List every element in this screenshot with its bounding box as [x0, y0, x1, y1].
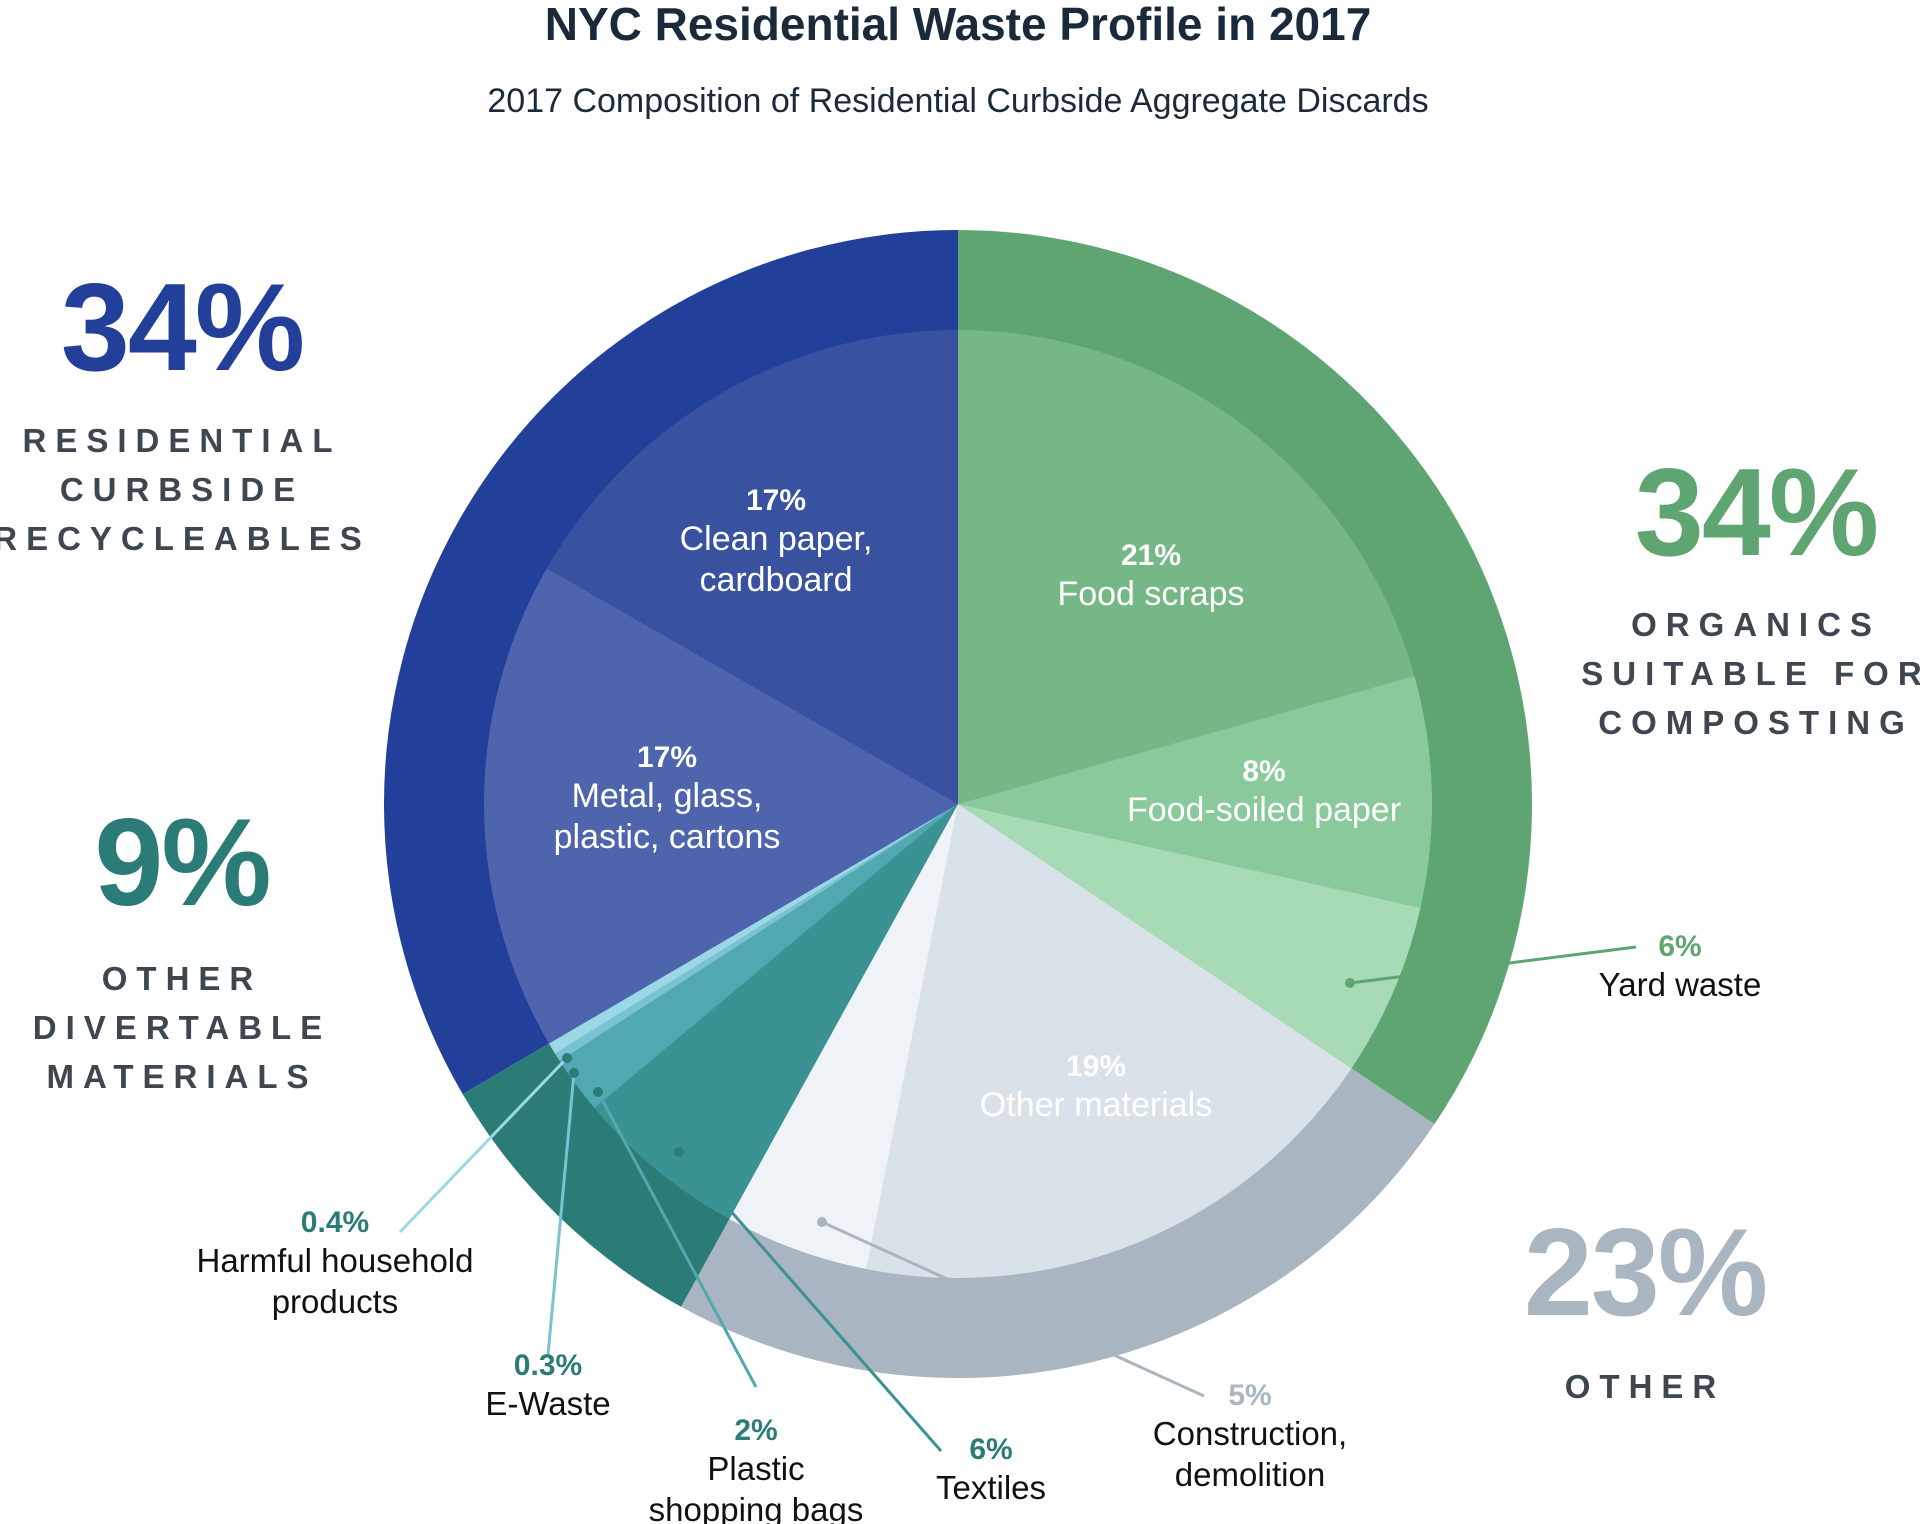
slice-label: Yard waste [1599, 966, 1762, 1003]
label-other-materials: 19%Other materials [980, 1050, 1212, 1124]
slice-percent: 0.4% [301, 1206, 369, 1239]
group-caption: OTHER [1565, 1368, 1726, 1405]
leader-dot-harmful-household-products [562, 1053, 572, 1063]
slice-e-waste [555, 804, 958, 1061]
label-construction-demolition: 5%Construction, demolition [1153, 1379, 1347, 1493]
leader-e-waste [546, 1072, 576, 1356]
slice-label: plastic, cartons [554, 818, 781, 856]
slice-textiles [594, 804, 958, 1220]
slice-plastic-shopping-bags [559, 804, 958, 1109]
leader-dot-textiles [674, 1147, 684, 1157]
group-percent: 34% [1635, 444, 1877, 582]
leader-yard-waste [1349, 945, 1637, 985]
slice-percent: 6% [969, 1433, 1012, 1466]
leader-dot-construction-demolition [817, 1217, 827, 1227]
group-labels: 34% RESIDENTIAL CURBSIDE RECYCLEABLES 34% ORG… [0, 259, 1920, 1405]
slice-food-scraps [958, 330, 1415, 804]
slice-label: cardboard [699, 561, 852, 599]
slice-construction-demolition [729, 804, 958, 1270]
pie-slices [484, 330, 1433, 1278]
slice-metal-glass-plastic-cartons [484, 568, 958, 1044]
leader-dot-e-waste [569, 1068, 579, 1078]
slice-label: Textiles [936, 1469, 1046, 1506]
leader-construction-demolition [821, 1220, 1205, 1398]
label-clean-paper-cardboard: 17%Clean paper,cardboard [680, 484, 873, 599]
group-label-organics-suitable-for-composting: 34% ORGANICS SUITABLE FOR COMPOSTING [1581, 444, 1920, 741]
slice-percent: 5% [1228, 1379, 1271, 1412]
chart-subtitle: 2017 Composition of Residential Curbside… [487, 82, 1428, 120]
slice-percent: 19% [1066, 1050, 1126, 1083]
group-caption: CURBSIDE [60, 471, 304, 508]
slice-label: Metal, glass, [572, 777, 763, 815]
label-food-soiled-paper: 8%Food-soiled paper [1127, 755, 1401, 829]
label-metal-glass-plastic-cartons: 17%Metal, glass,plastic, cartons [554, 741, 781, 856]
leader-harmful-household-products [398, 1056, 569, 1234]
slice-percent: 17% [637, 741, 697, 774]
slice-label: products [272, 1283, 399, 1320]
group-caption: DIVERTABLE [33, 1009, 331, 1046]
slice-label: shopping bags [649, 1491, 864, 1524]
label-textiles: 6%Textiles [936, 1433, 1046, 1506]
label-yard-waste: 6%Yard waste [1599, 930, 1762, 1003]
slice-food-soiled-paper [958, 676, 1433, 908]
slice-other-materials [866, 804, 1352, 1278]
slice-label: Food-soiled paper [1127, 791, 1401, 829]
slice-label: Other materials [980, 1086, 1212, 1124]
group-caption: RECYCLEABLES [0, 520, 371, 557]
group-caption: SUITABLE FOR [1581, 655, 1920, 692]
label-food-scraps: 21%Food scraps [1057, 539, 1244, 613]
slice-percent: 17% [746, 484, 806, 517]
chart-title: NYC Residential Waste Profile in 2017 [545, 0, 1372, 50]
slice-label: Clean paper, [680, 520, 873, 558]
label-e-waste: 0.3%E-Waste [485, 1349, 610, 1422]
slice-yard-waste [958, 804, 1421, 1069]
leader-dot-yard-waste [1345, 978, 1355, 988]
slice-label: E-Waste [485, 1385, 610, 1422]
group-caption: RESIDENTIAL [22, 422, 341, 459]
group-label-other-divertable-materials: 9% OTHER DIVERTABLE MATERIALS [33, 794, 331, 1095]
label-harmful-household-products: 0.4%Harmful household products [197, 1206, 474, 1320]
slice-harmful-household-products [548, 804, 958, 1054]
group-label-residential-curbside-recycleables: 34% RESIDENTIAL CURBSIDE RECYCLEABLES [0, 259, 371, 557]
group-percent: 23% [1524, 1204, 1766, 1342]
slice-label: Plastic [707, 1450, 804, 1487]
leader-textiles [677, 1151, 943, 1452]
slice-label: demolition [1175, 1456, 1325, 1493]
group-label-other: 23% OTHER [1524, 1204, 1768, 1405]
leader-dot-plastic-shopping-bags [593, 1087, 603, 1097]
group-percent: 9% [94, 794, 269, 932]
slice-percent: 0.3% [514, 1349, 582, 1382]
slice-label: Harmful household [197, 1242, 474, 1279]
label-plastic-shopping-bags: 2%Plastic shopping bags [649, 1414, 864, 1524]
slice-percent: 21% [1121, 539, 1181, 572]
group-percent: 34% [61, 259, 303, 397]
slice-clean-paper-cardboard [546, 330, 958, 804]
slice-label: Food scraps [1057, 575, 1244, 613]
group-caption: COMPOSTING [1598, 704, 1914, 741]
leader-plastic-shopping-bags [596, 1091, 758, 1388]
slice-label: Construction, [1153, 1415, 1347, 1452]
group-caption: OTHER [102, 960, 263, 997]
group-caption: ORGANICS [1631, 606, 1881, 643]
leader-lines [398, 945, 1637, 1452]
slice-percent: 6% [1658, 930, 1701, 963]
slice-percent: 8% [1242, 755, 1285, 788]
group-caption: MATERIALS [46, 1058, 317, 1095]
slice-percent: 2% [734, 1414, 777, 1447]
